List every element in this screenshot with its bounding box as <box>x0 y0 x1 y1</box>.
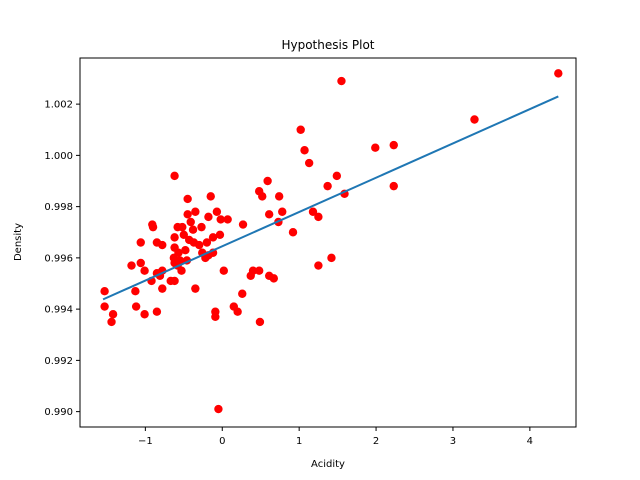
data-point <box>191 207 200 216</box>
data-point <box>152 307 162 316</box>
data-point <box>223 215 232 224</box>
data-point <box>100 286 109 296</box>
data-point <box>308 207 318 216</box>
data-point <box>183 210 192 219</box>
data-point <box>107 317 116 327</box>
data-point <box>216 215 225 224</box>
x-axis-ticks: −1 0 1 2 3 4 <box>138 427 533 447</box>
data-point <box>238 289 247 298</box>
data-point <box>304 158 314 168</box>
data-point <box>215 230 225 240</box>
data-point <box>170 233 179 242</box>
y-tick-label: 0.996 <box>44 253 73 264</box>
data-point <box>274 192 284 201</box>
x-tick-label: 4 <box>527 436 533 447</box>
data-point <box>181 245 190 255</box>
data-point <box>191 284 200 293</box>
data-point <box>211 312 220 322</box>
x-axis-label: Acidity <box>311 459 345 470</box>
x-tick-label: −1 <box>138 436 153 447</box>
data-point <box>288 228 298 237</box>
data-point <box>136 238 145 247</box>
data-point <box>254 266 264 275</box>
data-point <box>206 192 215 201</box>
data-point <box>188 225 198 234</box>
data-point <box>136 258 145 268</box>
x-tick-label: 2 <box>373 436 379 447</box>
data-point <box>170 276 179 286</box>
data-point <box>255 317 265 327</box>
chart-title: Hypothesis Plot <box>281 38 374 52</box>
data-point <box>314 261 323 270</box>
data-point <box>140 266 149 275</box>
data-point <box>108 310 118 319</box>
data-point <box>264 210 274 219</box>
data-point <box>323 181 332 191</box>
data-point <box>300 146 309 155</box>
y-tick-label: 0.994 <box>44 305 73 316</box>
data-point <box>337 76 346 86</box>
data-point <box>389 181 398 191</box>
data-point <box>179 230 189 240</box>
y-tick-label: 0.990 <box>44 407 73 418</box>
axes-frame <box>79 57 577 428</box>
data-point <box>212 207 222 216</box>
y-tick-label: 1.000 <box>44 151 73 162</box>
data-point <box>202 238 212 247</box>
data-point <box>204 212 213 222</box>
data-point <box>554 69 563 78</box>
data-point <box>258 192 267 201</box>
data-point <box>278 207 287 216</box>
data-point <box>100 302 109 311</box>
data-point <box>389 140 398 150</box>
data-point <box>238 220 248 229</box>
data-point <box>327 253 336 263</box>
data-point <box>183 194 192 204</box>
data-point <box>127 261 136 270</box>
data-point <box>197 222 206 232</box>
data-point <box>214 404 223 414</box>
data-point <box>131 302 141 311</box>
data-point <box>158 240 167 250</box>
y-tick-label: 1.002 <box>44 100 73 111</box>
data-point <box>148 222 158 232</box>
y-tick-label: 0.992 <box>44 356 73 367</box>
data-point <box>158 284 167 293</box>
data-point <box>332 171 342 181</box>
data-point <box>178 222 187 232</box>
data-point <box>269 274 278 283</box>
data-point <box>219 266 228 275</box>
data-point <box>233 307 242 316</box>
y-axis-ticks: 0.990 0.992 0.994 0.996 0.998 1.000 1.002 <box>44 100 80 418</box>
x-tick-label: 3 <box>450 436 456 447</box>
x-tick-label: 0 <box>219 436 225 447</box>
y-axis-label: Density <box>13 223 24 261</box>
data-point <box>177 266 186 275</box>
plot-area <box>100 69 563 414</box>
data-point <box>263 176 272 186</box>
data-point <box>140 310 149 319</box>
x-tick-label: 1 <box>296 436 302 447</box>
data-point <box>208 233 218 242</box>
data-point <box>246 271 255 281</box>
data-point <box>314 212 323 222</box>
data-point <box>371 143 380 152</box>
data-point <box>131 286 140 296</box>
y-tick-label: 0.998 <box>44 202 73 213</box>
data-point <box>194 240 204 250</box>
regression-line <box>102 95 559 301</box>
data-point <box>296 125 305 134</box>
data-point <box>186 217 195 227</box>
data-point <box>170 171 179 181</box>
data-point <box>470 115 479 124</box>
